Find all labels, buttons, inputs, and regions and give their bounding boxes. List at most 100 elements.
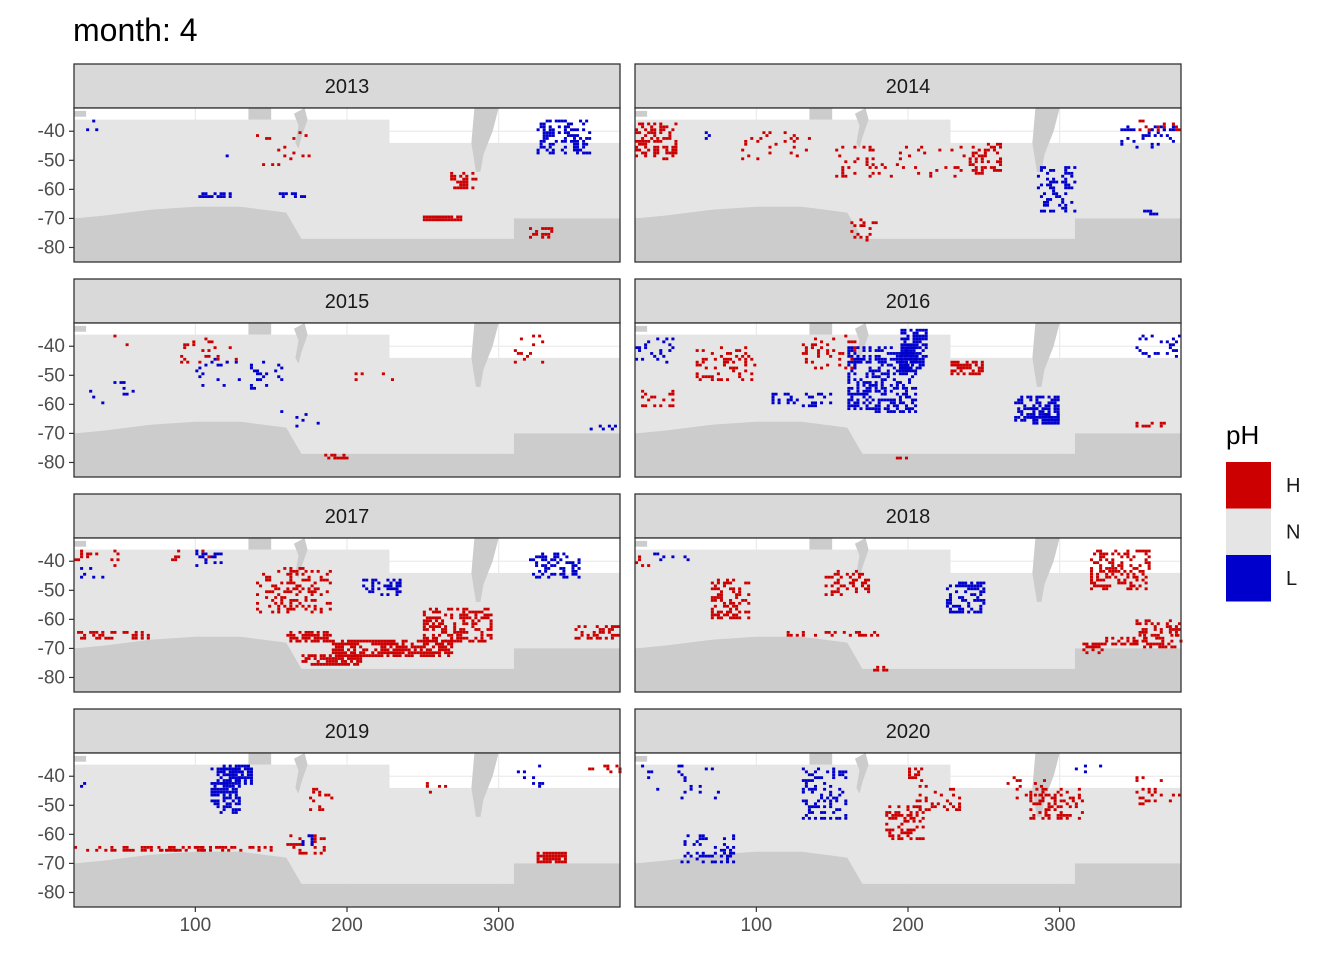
cell-H: [1094, 642, 1098, 646]
cell-H: [307, 633, 311, 637]
cell-H: [635, 148, 639, 152]
cell-H: [459, 174, 463, 178]
cell-H: [1135, 587, 1139, 591]
cell-L: [823, 782, 827, 785]
cell-H: [935, 169, 939, 172]
cell-L: [871, 384, 875, 387]
cell-L: [1147, 131, 1151, 135]
cell-L: [874, 389, 878, 393]
cell-H: [744, 360, 748, 364]
cell-H: [671, 128, 675, 132]
cell-H: [1024, 793, 1028, 797]
cell-H: [955, 808, 959, 812]
cell-L: [1073, 166, 1077, 169]
cell-H: [716, 587, 720, 591]
cell-H: [829, 354, 833, 358]
cell-H: [885, 668, 889, 672]
cell-H: [548, 857, 552, 861]
cell-H: [365, 648, 369, 652]
cell-H: [1018, 784, 1022, 788]
cell-H: [548, 854, 552, 858]
cell-H: [395, 645, 399, 649]
cell-L: [847, 407, 851, 411]
cell-L: [847, 360, 851, 364]
cell-H: [826, 349, 830, 352]
cell-H: [914, 773, 918, 777]
cell-H: [268, 575, 272, 579]
cell-H: [462, 183, 466, 187]
cell-H: [848, 633, 852, 637]
cell-L: [653, 354, 657, 358]
cell-H: [650, 125, 654, 129]
cell-L: [541, 782, 545, 785]
cell-L: [290, 192, 294, 196]
cell-H: [554, 860, 558, 864]
cell-H: [1138, 633, 1142, 637]
cell-H: [234, 357, 238, 361]
cell-L: [544, 569, 548, 573]
cell-L: [865, 392, 869, 396]
cell-L: [973, 599, 977, 602]
cell-L: [249, 776, 253, 780]
cell-H: [865, 157, 869, 161]
cell-L: [1074, 767, 1078, 771]
cell-H: [462, 180, 466, 184]
cell-H: [939, 793, 943, 797]
cell-H: [747, 354, 751, 358]
cell-L: [847, 354, 851, 358]
cell-H: [836, 590, 840, 594]
cell-L: [386, 584, 390, 588]
cell-H: [359, 660, 363, 663]
cell-H: [656, 145, 660, 149]
cell-H: [968, 157, 972, 161]
cell-L: [970, 584, 974, 588]
cell-H: [486, 633, 490, 637]
cell-H: [331, 639, 335, 643]
cell-L: [265, 372, 269, 376]
cell-H: [465, 180, 469, 184]
cell-L: [958, 607, 962, 611]
cell-H: [298, 590, 302, 594]
cell-H: [547, 227, 551, 230]
cell-L: [979, 584, 983, 588]
cell-H: [277, 604, 281, 608]
cell-H: [131, 848, 135, 852]
cell-H: [295, 604, 299, 608]
cell-H: [125, 848, 129, 852]
cell-H: [395, 654, 399, 658]
cell-L: [853, 363, 857, 367]
cell-L: [1050, 421, 1054, 425]
cell-H: [313, 581, 317, 585]
y-tick-label: -60: [38, 179, 65, 200]
cell-L: [1141, 137, 1145, 140]
cell-L: [243, 782, 247, 785]
cell-H: [980, 369, 984, 373]
cell-H: [671, 392, 675, 396]
cell-L: [892, 357, 896, 361]
cell-H: [428, 616, 432, 620]
cell-H: [854, 578, 858, 582]
cell-L: [856, 389, 860, 393]
cell-L: [532, 782, 536, 785]
cell-L: [904, 389, 908, 393]
cell-L: [1150, 142, 1154, 146]
cell-H: [1155, 636, 1159, 640]
cell-L: [234, 811, 238, 814]
cell-L: [585, 119, 589, 123]
cell-H: [653, 134, 657, 137]
cell-L: [847, 363, 851, 367]
cell-L: [847, 386, 851, 390]
cell-L: [713, 860, 717, 864]
cell-H: [968, 363, 972, 367]
cell-H: [1135, 779, 1139, 782]
cell-L: [240, 770, 244, 774]
cell-L: [689, 784, 693, 788]
cell-L: [901, 401, 905, 405]
cell-L: [889, 410, 893, 413]
cell-L: [877, 366, 881, 370]
cell-H: [1129, 584, 1133, 588]
cell-H: [431, 610, 435, 614]
cell-L: [582, 139, 586, 143]
cell-H: [897, 805, 901, 809]
cell-L: [259, 372, 263, 376]
